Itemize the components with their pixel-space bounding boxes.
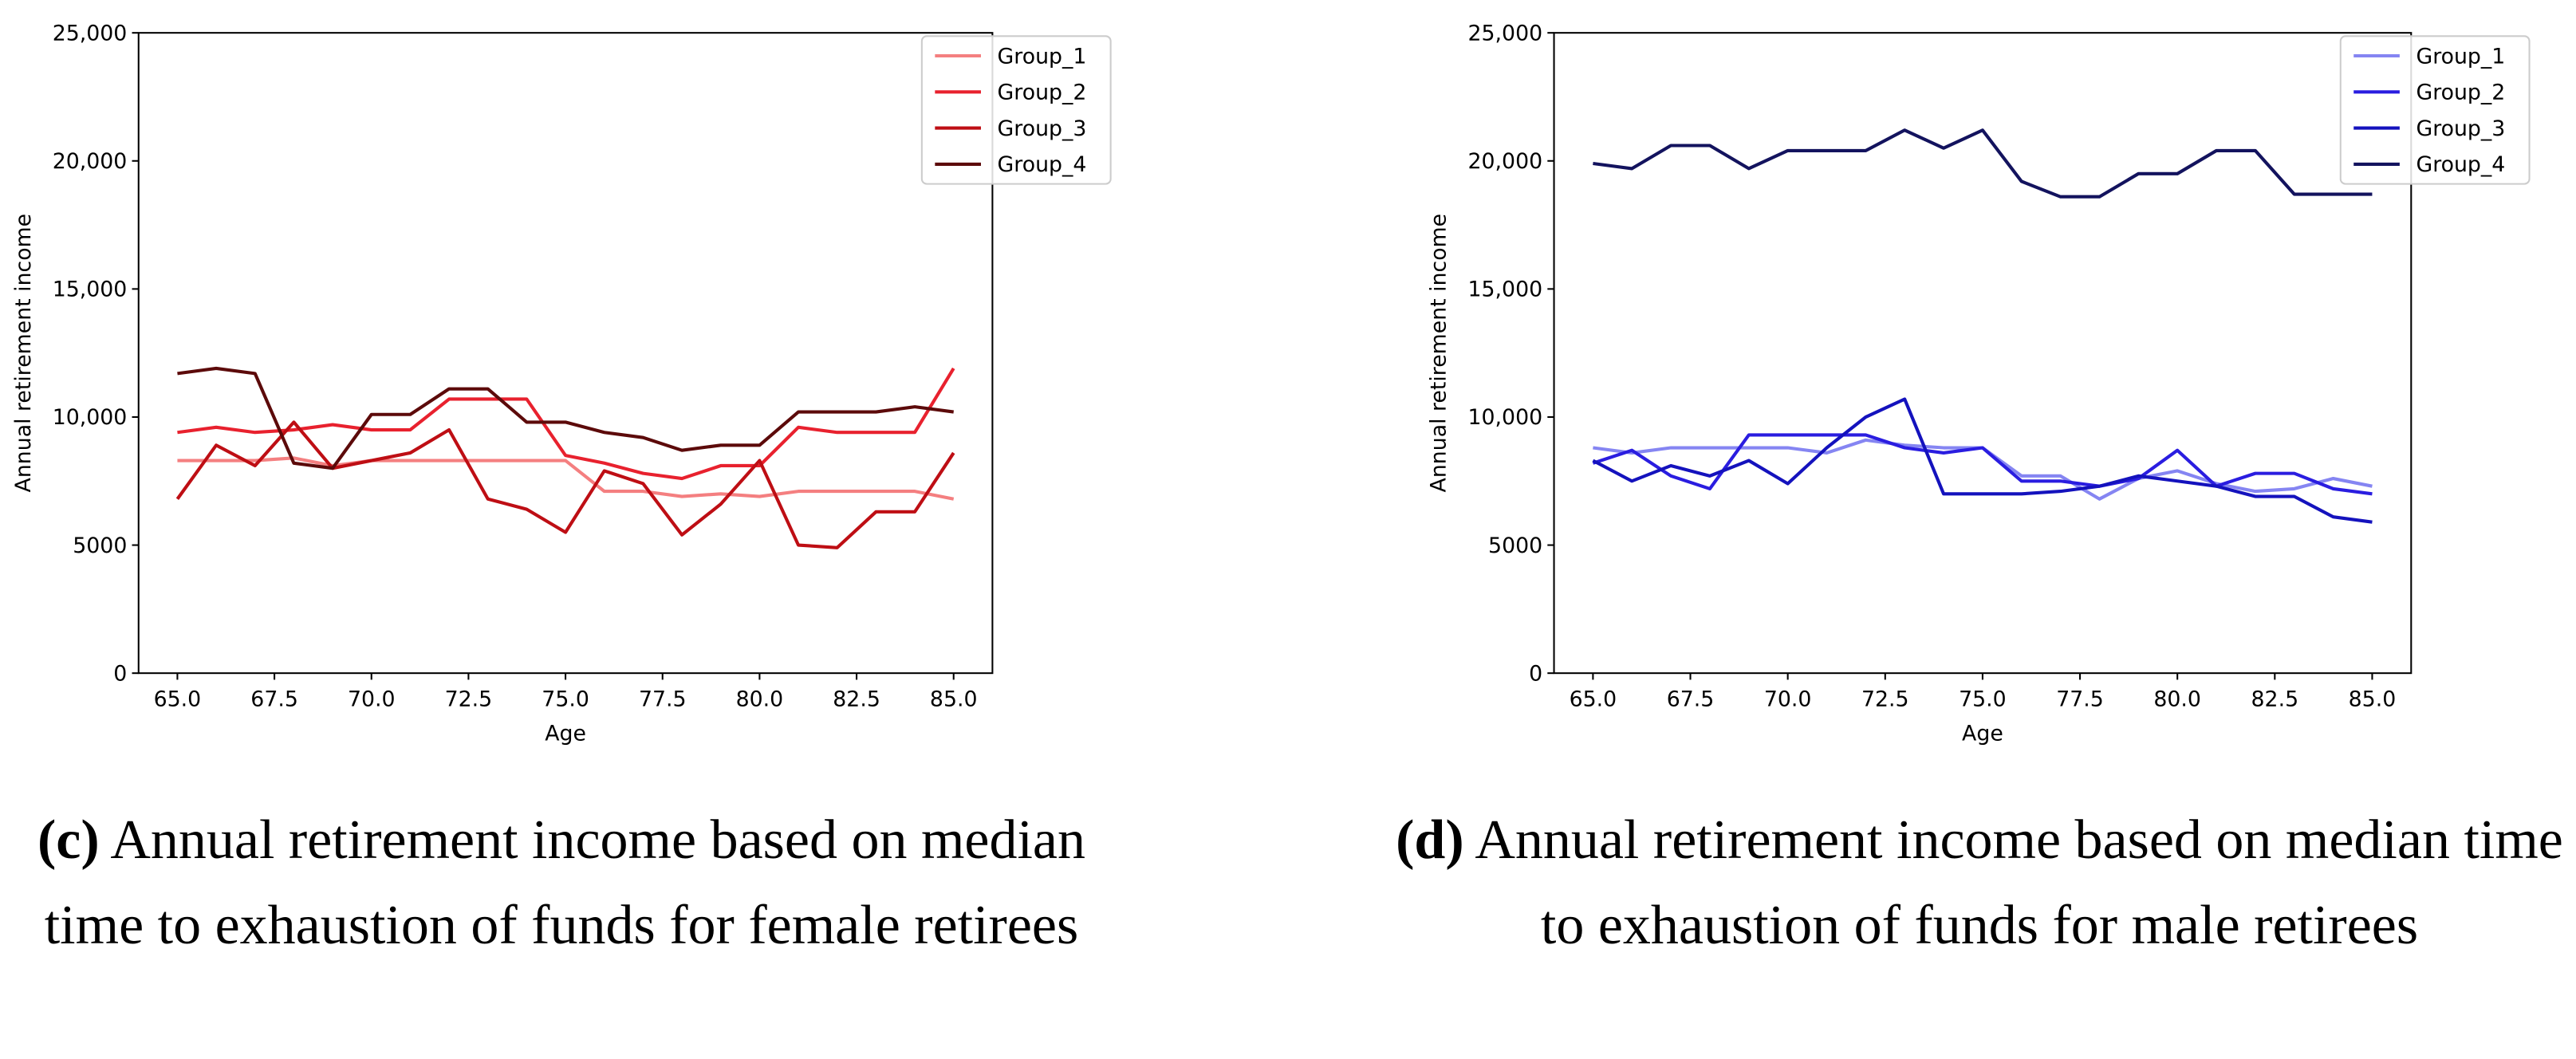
x-tick-label: 67.5	[250, 687, 298, 711]
legend-label: Group_2	[2416, 81, 2505, 105]
x-tick-label: 72.5	[1861, 687, 1909, 711]
x-tick-label: 75.0	[1959, 687, 2007, 711]
legend-label: Group_2	[998, 81, 1087, 105]
x-axis-label: Age	[1962, 722, 2003, 746]
x-tick-label: 65.0	[154, 687, 202, 711]
y-tick-label: 10,000	[53, 405, 128, 430]
x-tick-label: 70.0	[348, 687, 396, 711]
x-tick-label: 85.0	[930, 687, 978, 711]
legend-box	[920, 35, 1112, 185]
line-series	[1592, 397, 2373, 524]
legend-label: Group_3	[2416, 116, 2505, 141]
x-tick-label: 72.5	[445, 687, 493, 711]
y-tick-label: 0	[1529, 661, 1542, 686]
caption-label: (c)	[37, 809, 100, 871]
legend-label: Group_4	[998, 152, 1087, 177]
y-tick-label: 25,000	[53, 21, 128, 45]
x-tick-label: 77.5	[2056, 687, 2104, 711]
x-tick-label: 85.0	[2349, 687, 2397, 711]
plot-frame	[137, 32, 994, 675]
legend-label: Group_4	[2416, 152, 2505, 177]
line-series	[1592, 433, 2373, 496]
y-tick-label: 10,000	[1468, 405, 1543, 430]
x-tick-label: 67.5	[1667, 687, 1715, 711]
line-series	[1593, 128, 2373, 199]
y-tick-label: 15,000	[1468, 278, 1543, 302]
x-axis-label: Age	[545, 722, 586, 746]
x-tick-label: 75.0	[542, 687, 589, 711]
y-tick-label: 15,000	[53, 278, 128, 302]
caption: (c) Annual retirement income based on me…	[27, 797, 1096, 968]
caption-label: (d)	[1396, 809, 1464, 871]
x-tick-label: 65.0	[1570, 687, 1617, 711]
y-tick-label: 20,000	[1468, 149, 1543, 174]
y-axis-label: Annual retirement income	[1427, 214, 1451, 493]
y-tick-label: 5000	[1488, 533, 1542, 558]
line-series	[175, 420, 955, 549]
legend-label: Group_1	[998, 44, 1087, 69]
caption-text: Annual retirement income based on median…	[1475, 809, 2563, 956]
line-series	[177, 456, 955, 501]
x-tick-label: 80.0	[736, 687, 784, 711]
y-tick-label: 5000	[73, 533, 127, 558]
x-tick-label: 70.0	[1764, 687, 1812, 711]
x-tick-label: 82.5	[2251, 687, 2299, 711]
line-series	[177, 367, 955, 481]
y-axis-label: Annual retirement income	[11, 214, 36, 493]
y-tick-label: 25,000	[1468, 21, 1543, 45]
caption-text: Annual retirement income based on median…	[44, 809, 1085, 956]
plot-frame	[1553, 32, 2413, 675]
caption: (d) Annual retirement income based on me…	[1389, 797, 2570, 968]
y-tick-label: 0	[113, 661, 127, 686]
x-tick-label: 82.5	[833, 687, 880, 711]
line-series	[177, 366, 954, 470]
x-tick-label: 80.0	[2153, 687, 2201, 711]
y-tick-label: 20,000	[53, 149, 128, 174]
legend-label: Group_3	[998, 116, 1087, 141]
legend-label: Group_1	[2416, 44, 2505, 69]
x-tick-label: 77.5	[639, 687, 687, 711]
legend-box	[2339, 35, 2531, 185]
